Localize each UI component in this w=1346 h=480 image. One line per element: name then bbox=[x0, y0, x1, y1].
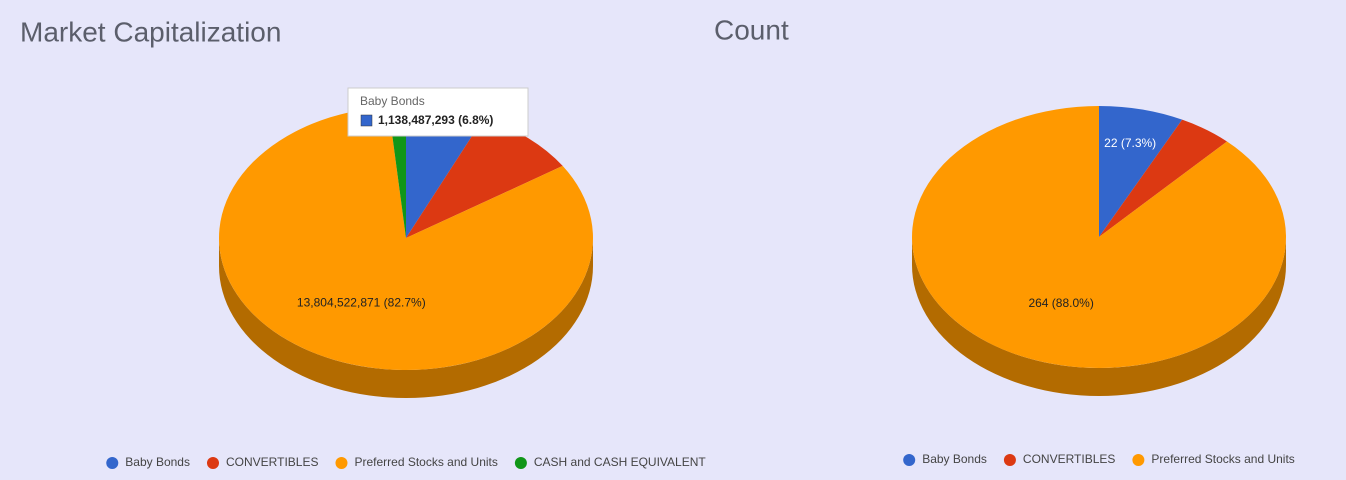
chart-title: Count bbox=[714, 14, 789, 45]
legend-marker bbox=[514, 457, 527, 469]
legend-marker bbox=[903, 454, 916, 466]
legend-marker bbox=[1003, 454, 1016, 466]
chart-title: Market Capitalization bbox=[20, 16, 281, 47]
slice bbox=[406, 117, 563, 238]
legend-label: Baby Bonds bbox=[125, 455, 190, 469]
legend-label: Baby Bonds bbox=[922, 452, 987, 466]
legend-marker bbox=[206, 457, 219, 469]
legend-label: Preferred Stocks and Units bbox=[1151, 452, 1294, 466]
legend-label: CONVERTIBLES bbox=[226, 455, 318, 469]
slice bbox=[406, 106, 484, 238]
slice bbox=[912, 106, 1286, 368]
slice-label: 264 (88.0%) bbox=[1028, 296, 1093, 310]
legend-label: Preferred Stocks and Units bbox=[354, 455, 497, 469]
tooltip-title: Baby Bonds bbox=[360, 94, 425, 108]
slice-label: 13,804,522,871 (82.7%) bbox=[297, 296, 426, 310]
slice bbox=[1099, 106, 1183, 237]
legend-label: CASH and CASH EQUIVALENT bbox=[534, 455, 707, 469]
legend-marker bbox=[106, 457, 119, 469]
slice-side bbox=[219, 238, 593, 398]
tooltip-swatch bbox=[360, 114, 373, 127]
slice-side bbox=[912, 237, 1286, 396]
legend: Baby Bonds CONVERTIBLES Preferred Stocks a… bbox=[903, 452, 1295, 466]
slice bbox=[388, 106, 406, 238]
legend-label: CONVERTIBLES bbox=[1023, 452, 1115, 466]
legend-marker bbox=[1132, 454, 1145, 466]
slice-label: 22 (7.3%) bbox=[1104, 136, 1156, 150]
legend-marker bbox=[335, 457, 348, 469]
tooltip-box bbox=[347, 87, 529, 137]
tooltip-value: 1,138,487,293 (6.8%) bbox=[378, 113, 493, 127]
legend: Baby Bonds CONVERTIBLES Preferred Stocks a… bbox=[106, 455, 706, 469]
slice bbox=[219, 106, 593, 370]
slice bbox=[1099, 119, 1228, 237]
tooltip: Baby Bonds 1,138,487,293 (6.8%) bbox=[347, 87, 529, 137]
